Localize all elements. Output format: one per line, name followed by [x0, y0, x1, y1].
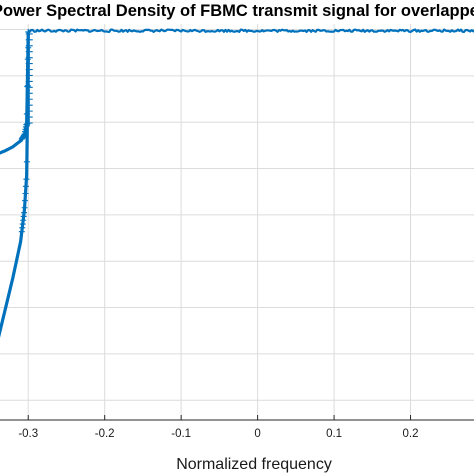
plus-marker: [25, 113, 33, 121]
plus-marker: [25, 42, 33, 50]
plus-marker: [25, 77, 33, 85]
plus-marker: [22, 190, 29, 197]
plus-marker: [18, 228, 25, 235]
plus-marker: [25, 89, 33, 97]
plus-marker: [25, 101, 33, 109]
plus-marker: [25, 66, 33, 74]
x-tick-label: -0.1: [171, 428, 191, 440]
plus-marker: [25, 30, 33, 38]
x-tick-label: 0.2: [403, 428, 419, 440]
plus-marker: [22, 183, 29, 190]
x-tick-label: -0.2: [95, 428, 115, 440]
plus-marker: [23, 176, 30, 183]
plot-area: [0, 28, 474, 338]
plus-marker: [25, 36, 33, 44]
chart-title: Power Spectral Density of FBMC transmit …: [0, 2, 474, 20]
plus-marker: [25, 119, 33, 127]
grid: [0, 24, 474, 421]
psd-curve-segment: [27, 28, 474, 33]
x-axis-label: Normalized frequency: [176, 456, 332, 473]
x-tick-label: -0.3: [18, 428, 38, 440]
plus-marker: [25, 54, 33, 62]
plus-marker: [25, 60, 33, 68]
plus-marker: [18, 135, 25, 142]
plus-marker: [22, 197, 29, 204]
plus-marker: [23, 158, 30, 165]
plus-marker: [25, 83, 33, 91]
x-tick-label: 0.1: [326, 428, 342, 440]
x-tick-label: 0: [254, 428, 260, 440]
plus-marker: [25, 107, 33, 115]
x-tick-labels: -0.3-0.2-0.100.10.20.3: [18, 428, 419, 440]
plus-marker: [25, 48, 33, 56]
plus-marker: [25, 71, 33, 79]
data-markers: [18, 28, 33, 235]
plus-marker: [25, 95, 33, 103]
